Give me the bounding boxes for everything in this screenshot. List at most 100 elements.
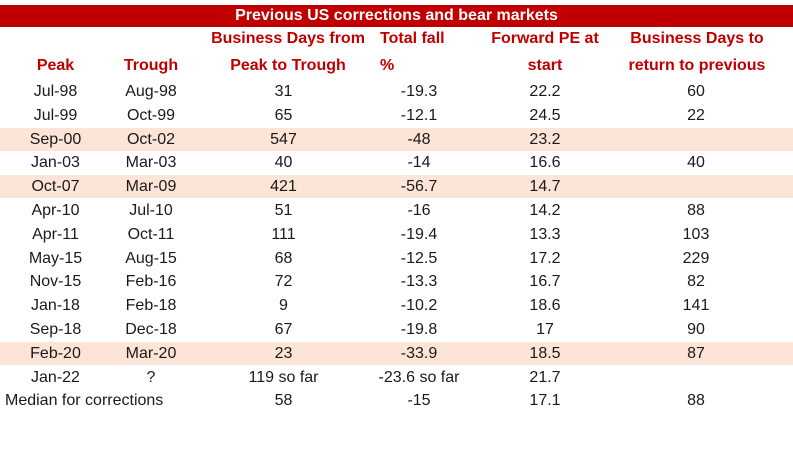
cell-fall: -56.7: [400, 178, 438, 196]
header-return-line1: Business Days to: [630, 30, 764, 47]
table-row: Sep-00 Oct-02 547 -48 23.2: [0, 127, 793, 151]
cell-days: 111: [271, 225, 296, 243]
header-pe-line1: Forward PE at: [491, 30, 599, 47]
cell-days: 68: [274, 249, 293, 267]
cell-ret: 82: [687, 273, 705, 291]
cell-trough: Oct-99: [126, 106, 175, 124]
table-row: Apr-11 Oct-11 111 -19.4 13.3 103: [0, 223, 793, 246]
cell-pe: 13.3: [529, 225, 561, 243]
cell-ret: 141: [682, 297, 710, 315]
cell-pe: 18.6: [529, 297, 561, 315]
cell-fall: -12.5: [400, 249, 438, 267]
header-days-line2: Peak to Trough: [230, 57, 346, 74]
cell-peak: Jul-98: [33, 83, 78, 100]
table-row: Jul-99 Oct-99 65 -12.1 24.5 22: [0, 104, 793, 127]
cell-days: 9: [279, 297, 288, 315]
median-ret: 88: [687, 392, 705, 410]
table-row: Nov-15 Feb-16 72 -13.3 16.7 82: [0, 270, 793, 293]
header-fall-line1: Total fall: [380, 30, 445, 47]
cell-fall: -16: [407, 202, 431, 219]
cell-peak: Sep-00: [29, 130, 82, 148]
cell-ret: 60: [687, 83, 705, 100]
table-row: Apr-10 Jul-10 51 -16 14.2 88: [0, 199, 793, 222]
cell-trough: Mar-03: [125, 154, 177, 172]
cell-pe: 17.2: [529, 249, 561, 267]
cell-trough: Mar-09: [125, 178, 177, 196]
cell-days: 51: [274, 202, 293, 219]
cell-days: 72: [274, 273, 293, 291]
table-row: Jul-98 Aug-98 31 -19.3 22.2 60: [0, 80, 793, 103]
cell-ret: [620, 175, 772, 198]
table-row: Jan-22? 119 so far -23.6 so far 21.7: [0, 366, 793, 389]
cell-ret: [620, 128, 772, 151]
median-pe: 17.1: [529, 392, 561, 410]
cell-fall: -19.8: [400, 321, 438, 338]
cell-pe: 16.7: [529, 273, 561, 291]
header-peak: Peak: [36, 57, 75, 74]
cell-fall: -33.9: [400, 344, 438, 362]
cell-trough: Feb-18: [125, 297, 177, 315]
cell-ret: 40: [687, 154, 705, 172]
cell-peak: May-15: [28, 249, 83, 267]
cell-fall: -23.6 so far: [378, 368, 460, 386]
cell-days: 67: [274, 321, 293, 338]
cell-peak: Jul-99: [33, 106, 78, 124]
table-row: Jan-03 Mar-03 40 -14 16.6 40: [0, 151, 793, 174]
table-row: Oct-07 Mar-09 421 -56.7 14.7: [0, 175, 793, 199]
cell-trough: Aug-15: [125, 249, 177, 267]
cell-pe: 14.7: [529, 178, 561, 196]
cell-trough: ?: [146, 368, 156, 386]
cell-ret: 103: [682, 225, 710, 243]
header-fall-line2: %: [380, 57, 395, 74]
cell-peak: Apr-11: [32, 225, 79, 243]
cell-fall: -19.3: [400, 83, 438, 100]
cell-ret: [620, 366, 772, 389]
cell-peak: Jan-22: [31, 368, 80, 386]
cell-ret: 87: [687, 344, 705, 362]
header-return-line2: return to previous: [628, 57, 766, 74]
median-label: Median for corrections: [5, 392, 164, 410]
table-row: May-15 Aug-15 68 -12.5 17.2 229: [0, 247, 793, 270]
cell-trough: Jul-10: [129, 202, 173, 219]
median-fall: -15: [407, 392, 431, 410]
cell-trough: Oct-11: [127, 225, 175, 243]
cell-pe: 23.2: [529, 130, 561, 148]
table-row: Sep-18 Dec-18 67 -19.8 17 90: [0, 318, 793, 341]
cell-peak: Feb-20: [30, 344, 81, 362]
cell-ret: 22: [687, 106, 705, 124]
cell-pe: 17: [536, 321, 554, 338]
cell-days: 421: [270, 178, 297, 196]
cell-trough: Dec-18: [125, 321, 177, 338]
cell-pe: 18.5: [529, 344, 561, 362]
table-title: Previous US corrections and bear markets: [0, 5, 793, 27]
table-row: Jan-18 Feb-18 9 -10.2 18.6 141: [0, 294, 793, 317]
header-pe-line2: start: [527, 57, 563, 74]
cell-fall: -13.3: [400, 273, 438, 291]
cell-fall: -48: [407, 130, 431, 148]
cell-pe: 24.5: [529, 106, 561, 124]
cell-days: 119 so far: [248, 368, 319, 386]
cell-days: 23: [274, 344, 293, 362]
header-trough: Trough: [123, 57, 179, 74]
cell-peak: Jan-18: [31, 297, 80, 315]
cell-days: 65: [274, 106, 293, 124]
cell-peak: Oct-07: [31, 178, 80, 196]
cell-ret: 229: [682, 249, 710, 267]
cell-fall: -14: [407, 154, 431, 172]
cell-trough: Aug-98: [125, 83, 177, 100]
cell-pe: 21.7: [529, 368, 561, 386]
cell-pe: 22.2: [529, 83, 561, 100]
cell-peak: Nov-15: [29, 273, 82, 291]
cell-pe: 14.2: [529, 202, 561, 219]
table-row: Feb-20 Mar-20 23 -33.9 18.5 87: [0, 341, 793, 365]
cell-pe: 16.6: [529, 154, 561, 172]
cell-days: 547: [270, 130, 297, 148]
cell-trough: Mar-20: [125, 344, 177, 362]
cell-fall: -19.4: [400, 225, 438, 243]
cell-trough: Oct-02: [126, 130, 175, 148]
cell-ret: 88: [687, 202, 705, 219]
cell-fall: -10.2: [400, 297, 438, 315]
cell-fall: -12.1: [400, 106, 438, 124]
median-days: 58: [274, 392, 293, 410]
median-row: Median for corrections 58 -15 17.1 88: [0, 389, 793, 412]
